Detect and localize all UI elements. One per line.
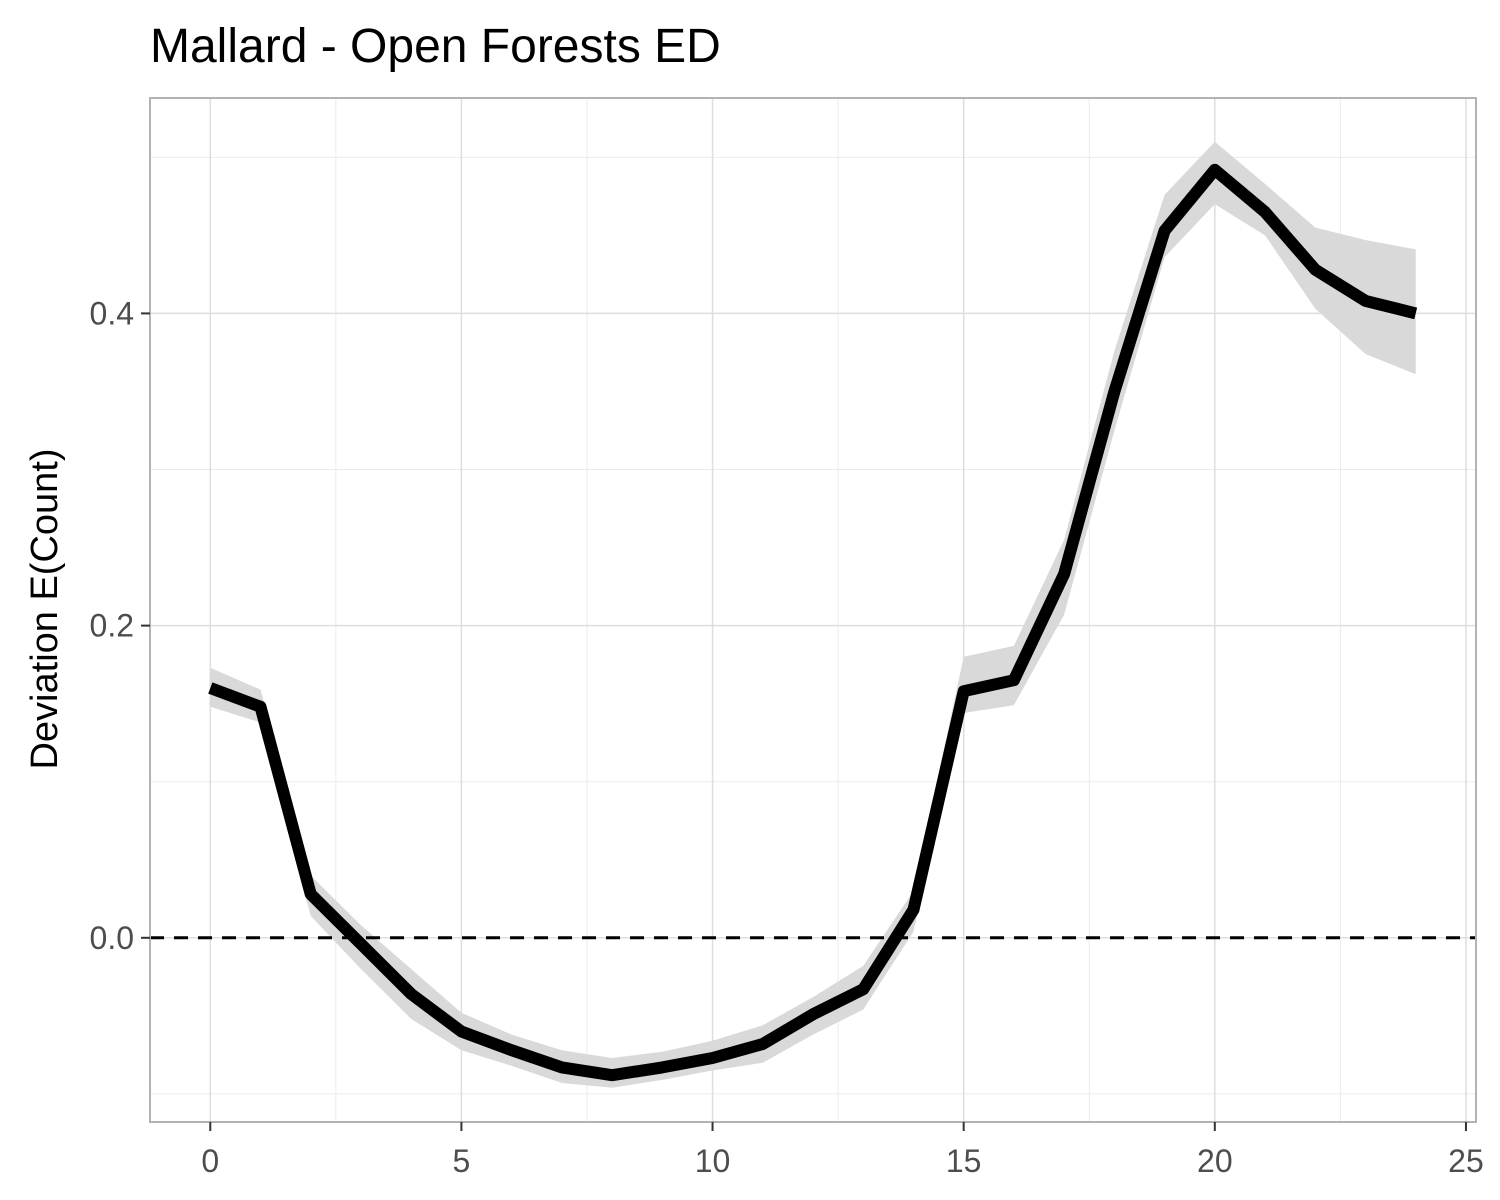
- major-gridlines: [150, 98, 1476, 1122]
- data-line: [208, 163, 1418, 1082]
- x-tick-label: 0: [201, 1143, 219, 1179]
- x-tick-label: 10: [695, 1143, 731, 1179]
- plot-panel-border: [149, 97, 1477, 1123]
- y-axis: 0.0 0.2 0.4: [90, 295, 150, 956]
- y-tick-label: 0.0: [90, 920, 134, 956]
- series-line: [208, 163, 1418, 1082]
- y-tick-label: 0.2: [90, 608, 134, 644]
- y-axis-label: Deviation E(Count): [24, 448, 66, 769]
- x-axis: 0 5 10 15 20 25: [201, 1122, 1484, 1179]
- x-tick-label: 15: [946, 1143, 982, 1179]
- x-tick-label: 20: [1197, 1143, 1233, 1179]
- minor-gridlines: [150, 98, 1476, 1122]
- x-tick-label: 25: [1448, 1143, 1484, 1179]
- chart-title: Mallard - Open Forests ED: [150, 20, 721, 73]
- y-tick-label: 0.4: [90, 295, 134, 331]
- x-tick-label: 5: [453, 1143, 471, 1179]
- confidence-band: [210, 141, 1416, 1088]
- confidence-ribbon: [210, 141, 1416, 1088]
